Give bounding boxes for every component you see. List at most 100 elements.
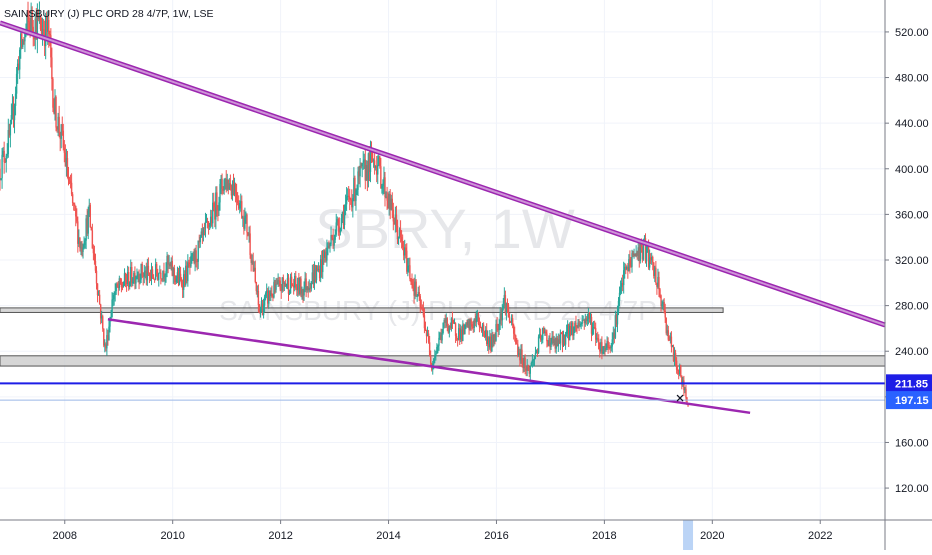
candle-body [418,291,420,297]
candle-body [70,182,73,195]
support-trendline[interactable] [107,318,751,415]
candle-body [501,308,503,321]
candle-body [618,292,621,301]
candle-body [585,318,588,322]
candle-body [413,285,415,296]
candle-body [94,260,97,271]
candle-body [263,296,266,306]
candle-body [121,287,124,288]
candle-body [283,283,286,284]
drawings[interactable] [0,20,886,415]
candle-body [274,281,276,290]
candle-body [11,105,14,116]
price-zone[interactable] [0,307,724,313]
candle-body [367,153,370,181]
candle-body [310,281,313,289]
candle-body [462,324,464,341]
candle-body [426,333,429,337]
candle-body [480,327,483,331]
candle-body [252,260,254,272]
candle-body [537,336,540,353]
candle-body [185,265,187,285]
resistance-trendline[interactable] [0,21,886,326]
candle-body [384,177,386,198]
candle-body [170,260,172,267]
candle-body [322,250,324,273]
candle-body [424,328,427,331]
price-zone[interactable] [0,355,886,367]
candle-body [649,257,652,261]
candle-body [167,255,169,265]
candle-body [215,192,217,220]
candle-body [389,193,391,210]
y-tick-label: 520.00 [895,27,929,39]
candle-body [174,276,177,283]
candle-body [7,130,10,155]
candle-body [454,323,457,336]
candle-body [624,266,626,271]
candle-body [69,181,72,183]
x-tick-label: 2020 [700,530,724,542]
candle-body [171,260,173,276]
candle-body [627,267,629,272]
candle-body [287,278,290,294]
candle-body [142,275,144,277]
candle-body [361,163,363,167]
candle-body [672,346,675,361]
candle-body [303,287,305,296]
candle-body [573,326,575,336]
candle-body [475,316,478,323]
candle-body [6,154,8,156]
candle-body [652,256,654,263]
candle-body [81,247,83,252]
candle-body [666,330,668,334]
candle-body [87,210,89,234]
candle-body [453,323,456,325]
candle-body [427,333,430,343]
candle-body [605,348,607,350]
candle-body [529,366,531,374]
candle-body [647,245,650,268]
candle-body [47,19,49,32]
candle-body [328,245,330,247]
candle-body [191,254,193,256]
candle-body [126,272,129,284]
candle-body [636,252,638,256]
candle-body [144,270,146,273]
candle-body [253,267,255,272]
candle-body [332,238,334,246]
candle-body [201,231,204,236]
candle-body [206,221,209,222]
candle-body [681,375,683,385]
candle-body [184,274,186,285]
candle-body [49,34,51,36]
candle-body [313,269,316,285]
candle-body [556,337,558,347]
candle-body [224,178,226,180]
candle-body [330,235,332,245]
candle-body [452,321,455,324]
candle-body [57,116,59,130]
candle-body [281,277,283,291]
candle-body [670,336,673,347]
candle-body [23,40,25,42]
candle-body [353,177,355,199]
candle-body [584,318,586,324]
candle-body [294,276,296,288]
candle-body [428,342,431,356]
candle-body [560,332,563,334]
candle-body [482,324,485,331]
candle-body [225,178,227,190]
candle-body [178,273,181,284]
candle-body [576,326,578,328]
candle-body [415,281,417,297]
candle-body [204,221,207,229]
candle-body [256,290,259,292]
candle-body [304,278,306,288]
candle-body [466,322,468,326]
candle-body [588,312,591,319]
candle-body [526,365,528,371]
candle-body [508,316,511,323]
